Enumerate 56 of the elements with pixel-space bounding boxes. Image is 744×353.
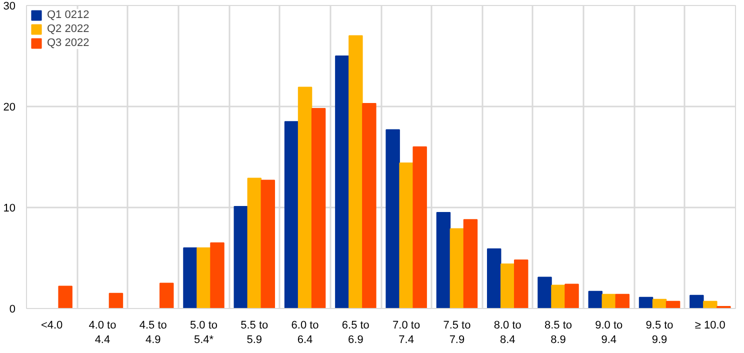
y-tick-label: 20 [3,102,16,114]
bar [335,56,350,308]
legend-label: Q2 2022 [47,23,90,35]
bar [486,248,502,308]
y-tick-label: 10 [3,202,16,214]
bar [666,300,680,308]
x-tick-label: 8.5 to 8.9 [544,320,572,346]
x-tick-label: 9.5 to 9.9 [646,320,674,346]
bar [551,284,566,308]
x-tick-label: ≥ 10.0 [694,320,726,332]
bar [436,212,451,308]
bar [159,282,174,308]
bar [450,228,464,308]
bar [183,247,198,308]
x-tick-label: 6.5 to 6.9 [342,320,370,346]
bar [348,35,363,308]
bar [260,180,276,308]
bar [638,296,654,308]
bar [690,294,704,308]
y-tick-label: 30 [3,0,16,12]
bar [284,121,299,308]
bar [463,219,478,308]
x-tick-label: 4.0 to 4.4 [88,320,116,346]
bar [311,108,326,308]
bar [500,264,515,308]
bar [602,294,616,308]
y-tick-label: 0 [9,304,16,316]
x-tick-label: 5.0 to 5.4* [190,320,218,346]
bar [412,146,427,308]
bar [588,290,603,308]
x-tick-label: 9.0 to 9.4 [595,320,623,346]
bar [210,242,224,308]
x-tick-label: 7.0 to 7.4 [392,320,420,346]
bar [399,162,414,308]
bar [564,284,579,308]
bar [247,178,262,308]
bar [652,298,667,308]
bar [615,294,630,308]
x-tick-label: 4.5 to 4.9 [139,320,167,346]
x-tick-label: 5.5 to 5.9 [240,320,268,346]
bar [703,300,718,308]
legend-label: Q1 0212 [47,9,90,21]
bar [58,286,72,308]
x-tick-label: <4.0 [40,320,63,332]
x-tick-label: 6.0 to 6.4 [291,320,319,346]
x-tick-label: 8.0 to 8.4 [494,320,522,346]
bar [196,247,211,308]
bar [362,102,376,308]
bar [108,292,124,308]
legend-label: Q3 2022 [47,37,90,49]
bar [538,276,552,308]
bar [234,206,248,308]
bar [514,260,528,308]
bar [298,86,312,308]
x-tick-label: 7.5 to 7.9 [443,320,471,346]
bar [386,129,400,308]
